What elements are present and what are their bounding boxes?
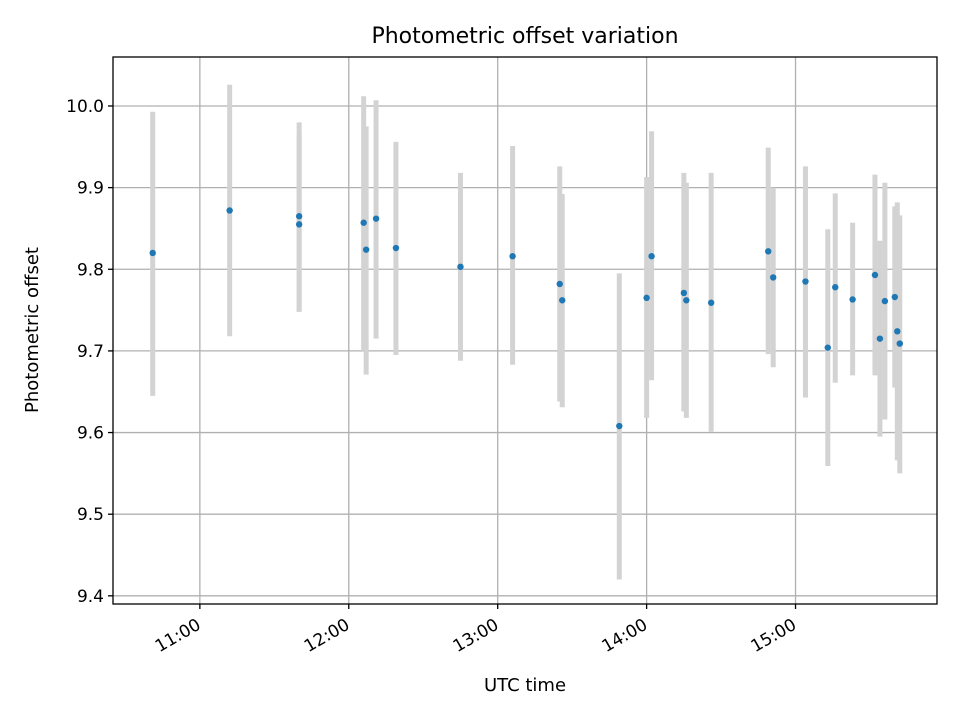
x-tick-label: 12:00	[301, 615, 353, 657]
data-point	[392, 244, 400, 252]
y-tick-label: 9.5	[77, 505, 104, 525]
data-point	[226, 207, 233, 214]
data-point	[871, 271, 879, 279]
y-tick-label: 9.8	[77, 260, 104, 280]
data-point	[765, 248, 772, 255]
data-point	[881, 297, 889, 305]
x-tick-label: 14:00	[599, 615, 651, 657]
data-point	[509, 253, 516, 260]
data-point	[372, 215, 380, 222]
data-point	[149, 249, 156, 257]
y-tick-label: 9.4	[77, 587, 104, 607]
x-tick-label: 11:00	[152, 615, 204, 657]
tick-layer: 11:00 12:00 13:00 14:00 15:00 9.4 9.5 9.6 9.7 9.8…	[66, 97, 800, 657]
data-point	[896, 340, 903, 347]
data-point	[457, 263, 464, 271]
data-point	[832, 284, 839, 291]
grid-layer	[113, 57, 937, 604]
data-point-layer	[149, 207, 903, 430]
data-point	[556, 280, 563, 288]
x-tick-label: 15:00	[748, 615, 800, 657]
data-point	[683, 297, 690, 304]
data-point	[648, 253, 655, 260]
y-tick-label: 9.6	[77, 424, 104, 444]
data-point	[891, 293, 899, 301]
data-point	[802, 278, 809, 285]
data-point	[769, 274, 777, 281]
error-bar-layer	[150, 84, 903, 580]
data-point	[616, 422, 623, 430]
chart-title: Photometric offset variation	[371, 24, 678, 49]
data-point	[360, 219, 367, 226]
data-point	[849, 296, 856, 303]
y-tick-label: 10.0	[66, 97, 104, 117]
x-axis-label: UTC time	[484, 675, 566, 696]
data-point	[876, 335, 884, 342]
plot-frame	[112, 56, 938, 605]
y-tick-label: 9.7	[77, 342, 104, 362]
y-axis-label: Photometric offset	[22, 247, 43, 413]
data-point	[643, 294, 650, 302]
data-point	[824, 344, 831, 351]
data-point	[362, 246, 370, 253]
data-point	[295, 221, 303, 228]
y-tick-label: 9.9	[77, 179, 104, 199]
data-point	[680, 289, 688, 297]
data-point	[894, 328, 901, 335]
data-point	[559, 297, 566, 304]
data-point	[295, 213, 303, 220]
data-point	[707, 299, 715, 306]
x-tick-label: 13:00	[450, 615, 502, 657]
